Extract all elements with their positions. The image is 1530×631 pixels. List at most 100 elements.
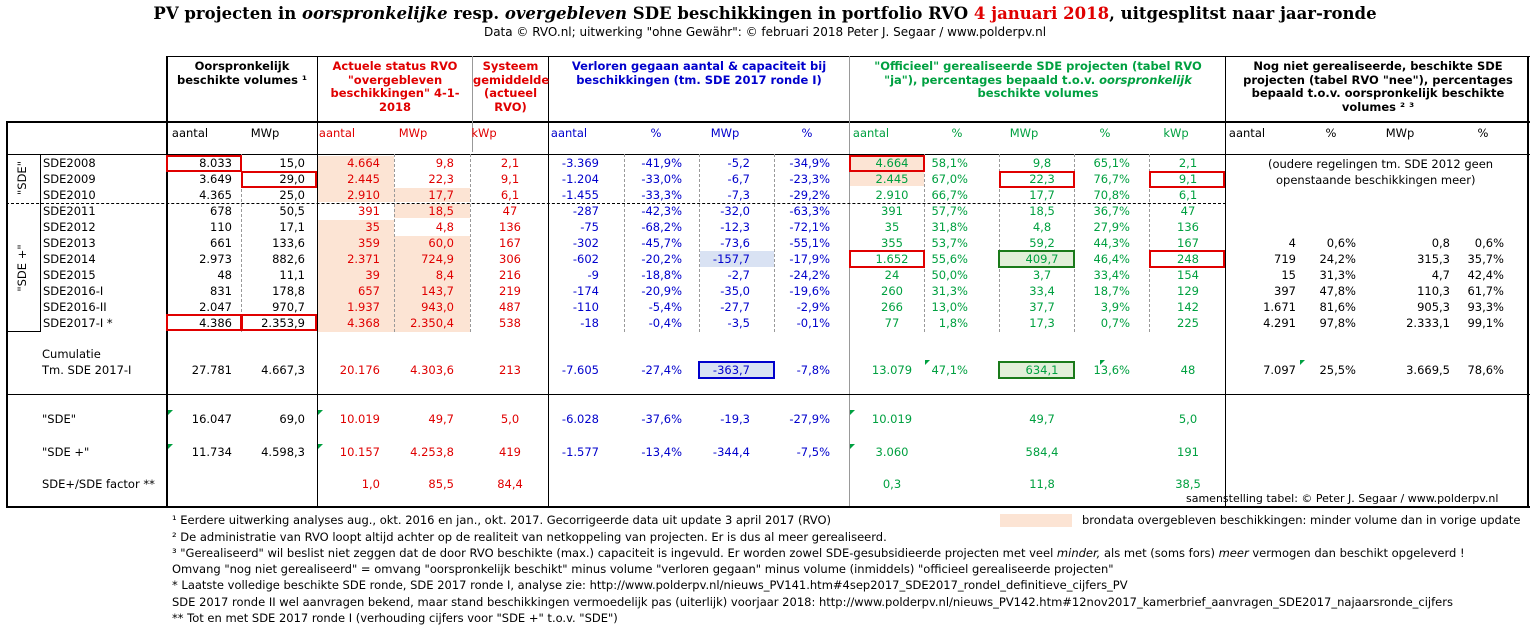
cell: 2.445	[347, 172, 380, 186]
cell: -20,9%	[641, 284, 682, 298]
cell: -33,3%	[641, 188, 682, 202]
cell: -32,0	[720, 204, 750, 218]
cell: 248	[1177, 252, 1199, 266]
cell: -1.455	[561, 188, 599, 202]
cell: 42,4%	[1467, 268, 1504, 282]
cell: 167	[1177, 236, 1199, 250]
box-officieel-2014-kwp	[1149, 250, 1225, 268]
cell: -33,0%	[641, 172, 682, 186]
cell: 391	[881, 204, 903, 218]
cell: -302	[572, 236, 599, 250]
cell: -110	[572, 300, 599, 314]
cell: 77	[884, 316, 900, 330]
row-label: SDE2012	[43, 220, 96, 234]
rule	[6, 121, 1530, 123]
cell: 59,2	[1029, 236, 1055, 250]
cell: 47	[1180, 204, 1196, 218]
cell: 3.669,5	[1406, 363, 1450, 377]
cell: 10.019	[339, 412, 380, 426]
rule	[317, 56, 318, 506]
cell: -7,8%	[796, 363, 830, 377]
cell: -13,4%	[641, 445, 682, 459]
cell: 49,7	[428, 412, 454, 426]
cell: 81,6%	[1319, 300, 1356, 314]
cell: 17,3	[1029, 316, 1055, 330]
cell: -45,7%	[641, 236, 682, 250]
cell: -7.605	[561, 363, 599, 377]
row-label: SDE2015	[43, 268, 96, 282]
row-label: SDE2017-I *	[43, 316, 113, 330]
cell: 18,7%	[1093, 284, 1130, 298]
cell: 943,0	[421, 300, 454, 314]
cell: 2.910	[347, 188, 380, 202]
cell: 2.973	[199, 252, 232, 266]
note-6: SDE 2017 ronde II wel aanvragen bekend, …	[172, 595, 1453, 609]
cell: 50,0%	[931, 268, 968, 282]
cell: 24	[884, 268, 900, 282]
cell: -9	[587, 268, 599, 282]
cell: 25,5%	[1319, 363, 1356, 377]
highlight-actueel-2012	[318, 220, 394, 236]
cell: -0,4%	[648, 316, 682, 330]
column-header: MWp	[398, 126, 428, 140]
cell: 11.734	[191, 445, 232, 459]
highlight-verloren-2014	[700, 251, 774, 267]
cell: 4.303,6	[410, 363, 454, 377]
oudere-note: (oudere regelingen tm. SDE 2012 geen	[1268, 157, 1494, 171]
cell: 70,8%	[1093, 188, 1130, 202]
cell: 29,0	[279, 172, 305, 186]
column-header: MWp	[1009, 126, 1039, 140]
cell: 136	[1177, 220, 1199, 234]
cell: 4.664	[347, 156, 380, 170]
cell: 225	[1177, 316, 1199, 330]
column-header: aantal	[171, 126, 209, 140]
note-4: Omvang "nog niet gerealiseerd" = omvang …	[172, 562, 1114, 576]
cell: -75	[580, 220, 599, 234]
cell: 15,0	[279, 156, 305, 170]
highlight-actueel-mwp-2010	[394, 188, 470, 202]
cell: -7,3	[727, 188, 750, 202]
cell: 48	[217, 268, 232, 282]
cell: 487	[499, 300, 521, 314]
cell: 69,0	[279, 412, 305, 426]
cell: -12,3	[720, 220, 750, 234]
column-header: %	[1099, 126, 1111, 140]
cell: 13,0%	[931, 300, 968, 314]
cell: 129	[1177, 284, 1199, 298]
cell: 0,8	[1431, 236, 1450, 250]
cell: 55,6%	[931, 252, 968, 266]
cell: 970,7	[272, 300, 305, 314]
row-label: SDE2014	[43, 252, 96, 266]
cell: -174	[572, 284, 599, 298]
cell: 142	[1177, 300, 1199, 314]
page-subtitle: Data © RVO.nl; uitwerking "ohne Gewähr":…	[483, 25, 1047, 39]
cell: 31,3%	[931, 284, 968, 298]
row-label: SDE2013	[43, 236, 96, 250]
cell: 31,8%	[931, 220, 968, 234]
cell: 66,7%	[931, 188, 968, 202]
cell: 3,7	[1032, 268, 1052, 282]
highlight-verloren-cumulatie	[700, 362, 774, 378]
cell: 1,0	[361, 477, 380, 491]
row-label: SDE+/SDE factor **	[42, 477, 155, 491]
cell: 154	[1177, 268, 1199, 282]
rule	[1527, 56, 1529, 508]
cell: -2,7	[727, 268, 750, 282]
column-header: %	[1325, 126, 1337, 140]
cell: -0,1%	[796, 316, 830, 330]
cell: 47,8%	[1319, 284, 1356, 298]
cell: 2.445	[875, 172, 909, 186]
highlight-actueel-aantal-sde	[318, 156, 394, 202]
cell: 35	[884, 220, 900, 234]
cell: 191	[1177, 445, 1199, 459]
cell: 178,8	[272, 284, 305, 298]
cell: 110	[210, 220, 232, 234]
header-nog-niet: Nog niet gerealiseerde, beschikte SDE pr…	[1243, 59, 1513, 114]
cell: -63,3%	[789, 204, 830, 218]
cell: -18,8%	[641, 268, 682, 282]
cell: 24,2%	[1319, 252, 1356, 266]
cell: 27.781	[191, 363, 232, 377]
column-header: aantal	[1228, 126, 1266, 140]
row-label: SDE2008	[43, 156, 96, 170]
cell: -68,2%	[641, 220, 682, 234]
